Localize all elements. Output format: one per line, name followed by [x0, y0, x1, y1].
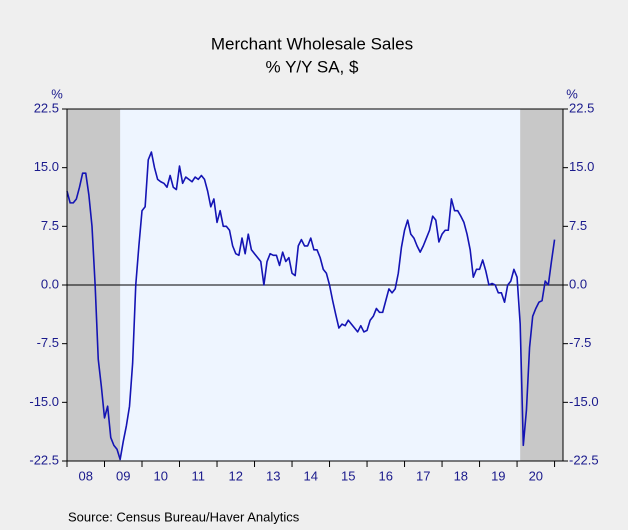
y2-tick-label: 15.0 — [569, 159, 594, 174]
y-tick-label: 0.0 — [41, 276, 59, 291]
x-tick-label: 08 — [79, 468, 93, 483]
x-tick-label: 16 — [379, 468, 393, 483]
x-tick-label: 10 — [154, 468, 168, 483]
x-tick-label: 17 — [416, 468, 430, 483]
x-tick-label: 11 — [192, 468, 206, 483]
y-tick-label: -15.0 — [29, 394, 59, 409]
y2-tick-label: -22.5 — [569, 452, 599, 467]
x-tick-label: 15 — [341, 468, 355, 483]
y-tick-label: -22.5 — [29, 452, 59, 467]
y-unit: % — [51, 86, 63, 101]
y2-tick-label: 22.5 — [569, 100, 594, 115]
y2-tick-label: -15.0 — [569, 394, 599, 409]
y2-tick-label: 7.5 — [569, 218, 587, 233]
chart-subtitle: % Y/Y SA, $ — [266, 57, 359, 76]
x-tick-label: 14 — [304, 468, 318, 483]
series-line — [66, 151, 556, 461]
x-tick-label: 20 — [529, 468, 543, 483]
y2-tick-label: 0.0 — [569, 276, 587, 291]
y-tick-label: 7.5 — [41, 218, 59, 233]
x-tick-label: 12 — [229, 468, 243, 483]
x-tick-label: 19 — [491, 468, 505, 483]
x-tick-label: 09 — [116, 468, 130, 483]
y-tick-label: -7.5 — [37, 335, 59, 350]
x-tick-label: 18 — [454, 468, 468, 483]
source: Source: Census Bureau/Haver Analytics — [68, 509, 300, 524]
plot-frame — [66, 108, 564, 462]
y2-tick-label: -7.5 — [569, 335, 591, 350]
chart-title: Merchant Wholesale Sales — [211, 34, 413, 53]
y2-unit: % — [566, 86, 578, 101]
x-tick-label: 13 — [266, 468, 280, 483]
y-tick-label: 15.0 — [34, 159, 59, 174]
y-tick-label: 22.5 — [34, 100, 59, 115]
